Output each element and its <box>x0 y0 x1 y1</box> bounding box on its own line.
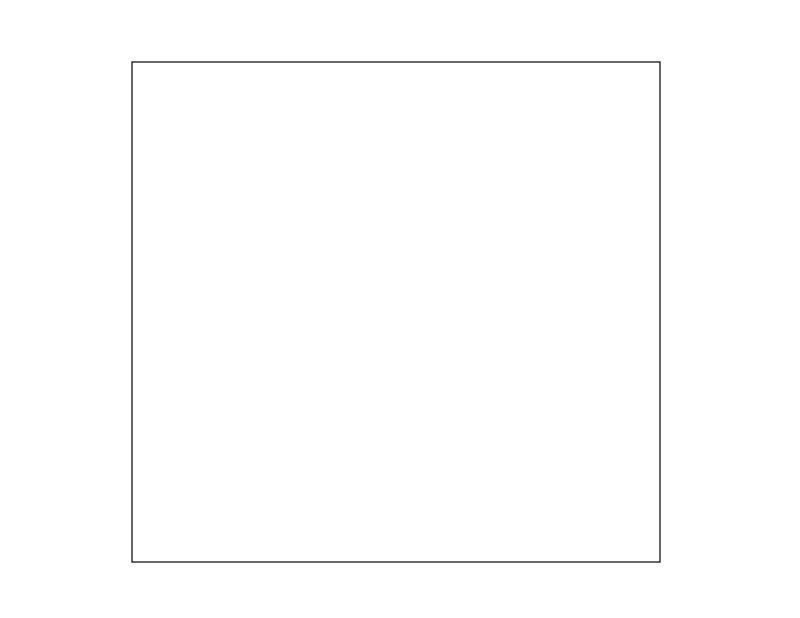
plot-frame <box>131 61 661 563</box>
